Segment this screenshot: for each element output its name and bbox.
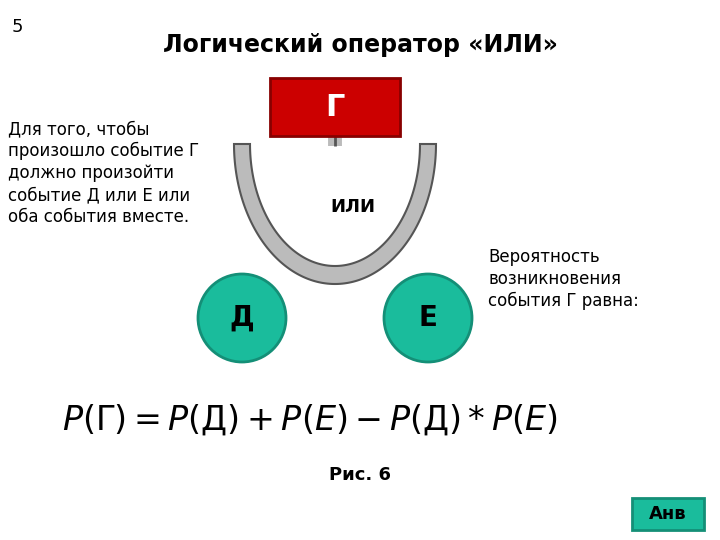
Text: Вероятность: Вероятность	[488, 248, 600, 266]
Text: 5: 5	[12, 18, 24, 36]
Text: события Г равна:: события Г равна:	[488, 292, 639, 310]
Polygon shape	[234, 144, 436, 284]
Text: Анв: Анв	[649, 505, 687, 523]
Text: возникновения: возникновения	[488, 270, 621, 288]
Text: Для того, чтобы: Для того, чтобы	[8, 120, 150, 138]
Text: $\mathit{P}(\mathit{\Gamma}) = \mathit{P}(\mathit{\text{Д}}) + \mathit{P}(\mathi: $\mathit{P}(\mathit{\Gamma}) = \mathit{P…	[62, 403, 558, 437]
Text: Г: Г	[325, 92, 345, 122]
FancyBboxPatch shape	[270, 78, 400, 136]
Text: должно произойти: должно произойти	[8, 164, 174, 182]
Text: Рис. 6: Рис. 6	[329, 466, 391, 484]
Text: Логический оператор «ИЛИ»: Логический оператор «ИЛИ»	[163, 33, 557, 57]
Text: ИЛИ: ИЛИ	[330, 198, 376, 216]
Text: оба события вместе.: оба события вместе.	[8, 208, 189, 226]
Text: Е: Е	[418, 304, 438, 332]
Ellipse shape	[384, 274, 472, 362]
Text: произошло событие Г: произошло событие Г	[8, 142, 199, 160]
Text: Д: Д	[230, 304, 254, 332]
Text: событие Д или Е или: событие Д или Е или	[8, 186, 190, 204]
FancyBboxPatch shape	[632, 498, 704, 530]
Ellipse shape	[198, 274, 286, 362]
